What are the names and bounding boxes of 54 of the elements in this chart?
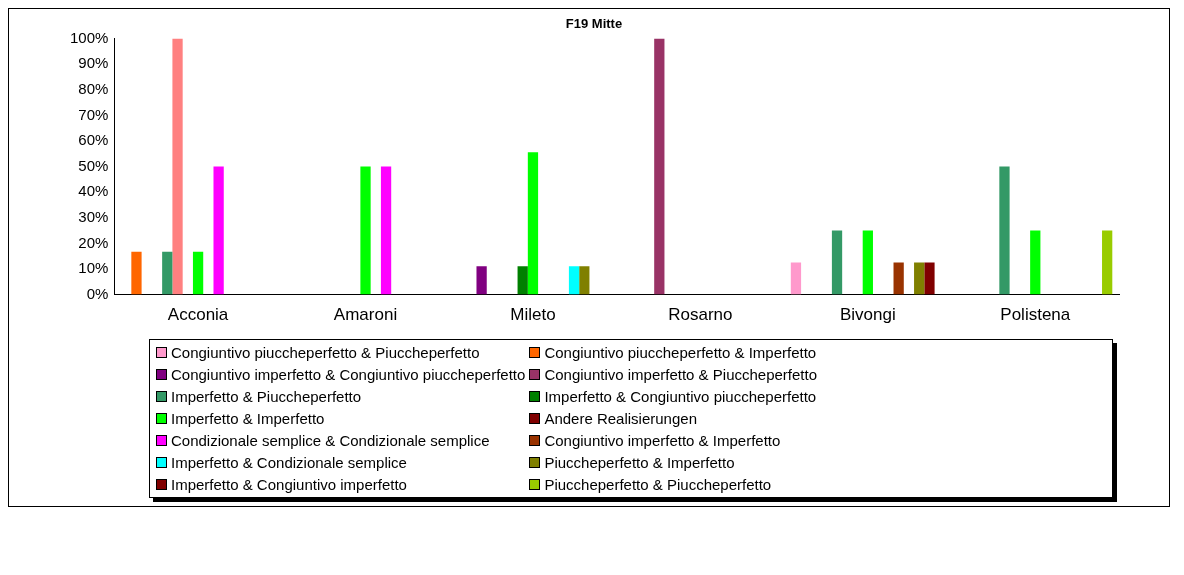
- legend-label: Condizionale semplice & Condizionale semplice: [171, 432, 490, 449]
- bar: [568, 266, 580, 295]
- legend-label: Congiuntivo piuccheperfetto & Piuccheperfetto: [171, 344, 480, 361]
- bar: [579, 266, 590, 295]
- legend-label: Imperfetto & Imperfetto: [171, 410, 325, 427]
- bar: [831, 230, 843, 295]
- x-tick-label: Polistena: [1000, 305, 1071, 325]
- legend-label: Andere Realisierungen: [544, 410, 697, 427]
- bar: [654, 38, 665, 295]
- legend-label: Piuccheperfetto & Piuccheperfetto: [544, 476, 772, 493]
- x-tick-label: Amaroni: [333, 305, 398, 325]
- bar: [924, 262, 935, 295]
- x-tick-label: Rosarno: [668, 305, 733, 325]
- legend-label: Congiuntivo imperfetto & Congiuntivo piuccheperfetto: [171, 366, 526, 383]
- y-tick-label: 20%: [78, 233, 109, 251]
- bar: [999, 166, 1010, 295]
- y-tick-label: 60%: [78, 131, 109, 149]
- bar: [1030, 230, 1041, 295]
- y-tick-label: 80%: [78, 79, 109, 97]
- y-tick-label: 50%: [78, 156, 109, 174]
- legend-label: Congiuntivo imperfetto & Piuccheperfetto: [544, 366, 818, 383]
- legend-label: Congiuntivo piuccheperfetto & Imperfetto: [544, 344, 817, 361]
- legend-label: Imperfetto & Congiuntivo imperfetto: [171, 476, 407, 493]
- legend-label: Congiuntivo imperfetto & Imperfetto: [544, 432, 781, 449]
- x-tick-label: Acconia: [167, 305, 229, 325]
- bar: [172, 38, 183, 295]
- legend-label: Imperfetto & Piuccheperfetto: [171, 388, 362, 405]
- bar: [527, 152, 539, 295]
- y-tick-label: 100%: [69, 28, 109, 46]
- bar: [192, 251, 204, 295]
- bar: [476, 266, 487, 295]
- bar: [131, 251, 142, 295]
- y-tick-label: 30%: [78, 207, 109, 225]
- legend-label: Piuccheperfetto & Imperfetto: [544, 454, 735, 471]
- legend-label: Imperfetto & Condizionale semplice: [171, 454, 407, 471]
- chart-title: F19 Mitte: [565, 16, 623, 32]
- bar: [862, 230, 873, 295]
- bar: [790, 262, 802, 295]
- legend-label: Imperfetto & Congiuntivo piuccheperfetto: [544, 388, 817, 405]
- bar: [360, 166, 371, 295]
- x-tick-label: Mileto: [510, 305, 556, 325]
- y-tick-label: 70%: [78, 105, 109, 123]
- y-tick-label: 10%: [78, 259, 109, 277]
- y-tick-label: 90%: [78, 54, 109, 72]
- y-tick-label: 40%: [78, 182, 109, 200]
- bar: [162, 251, 173, 295]
- bar: [213, 166, 224, 295]
- bar: [914, 262, 925, 295]
- x-tick-label: Bivongi: [839, 305, 896, 325]
- bar: [517, 266, 528, 295]
- y-tick-label: 0%: [86, 284, 109, 302]
- bar: [1102, 230, 1113, 295]
- bar: [893, 262, 904, 295]
- bar: [380, 166, 392, 295]
